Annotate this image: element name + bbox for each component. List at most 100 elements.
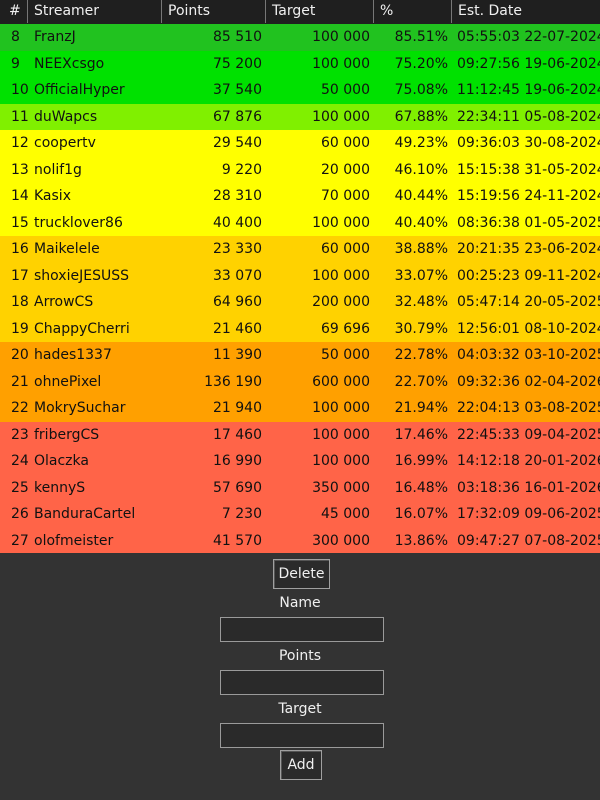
row-streamer: Kasix [34,188,71,204]
row-rank: 10 [11,82,29,98]
row-points: 11 390 [213,347,262,363]
table-row[interactable]: 27 olofmeister 41 570 300 000 13.86% 09:47:27… [0,527,600,554]
edit-form: Delete Name Points Target Add [0,553,600,800]
delete-button[interactable]: Delete [273,559,330,589]
row-target: 69 696 [321,320,370,337]
table-row[interactable]: 19 ChappyCherri 21 460 69 696 30.79% 12:56:01… [0,315,600,342]
row-target: 45 000 [321,506,370,522]
column-header-est-date[interactable]: Est. Date [458,3,522,19]
row-streamer: BanduraCartel [34,506,136,522]
row-streamer: hades1337 [34,347,112,363]
table-row[interactable]: 17 shoxieJESUSS 33 070 100 000 33.07% 00:25:2… [0,262,600,289]
row-points: 136 190 [204,373,262,390]
row-est-date: 11:12:45 19-06-2024 [457,82,600,98]
row-streamer: FranzJ [34,29,76,45]
row-target: 300 000 [312,532,370,549]
row-est-date: 08:36:38 01-05-2025 [457,214,600,231]
table-row[interactable]: 21 ohnePixel 136 190 600 000 22.70% 09:32:36 … [0,368,600,395]
column-header-points[interactable]: Points [162,0,266,23]
row-est-date: 09:32:36 02-04-2026 [457,373,600,390]
table-row[interactable]: 25 kennyS 57 690 350 000 16.48% 03:18:36 16-0… [0,474,600,501]
table-row[interactable]: 11 duWapcs 67 876 100 000 67.88% 22:34:11 05-… [0,103,600,130]
row-rank: 23 [11,426,29,443]
row-streamer: fribergCS [34,426,100,443]
row-streamer: ChappyCherri [34,320,130,337]
row-target: 60 000 [321,241,370,257]
row-percent: 22.78% [394,347,448,363]
row-est-date: 05:47:14 20-05-2025 [457,294,600,310]
row-percent: 16.07% [394,506,448,522]
row-est-date: 12:56:01 08-10-2024 [457,320,600,337]
row-percent: 30.79% [394,320,448,337]
row-target: 60 000 [321,135,370,151]
row-est-date: 04:03:32 03-10-2025 [457,347,600,363]
row-rank: 9 [11,55,20,72]
table-row[interactable]: 13 nolif1g 9 220 20 000 46.10% 15:15:38 31-05… [0,156,600,183]
row-streamer: duWapcs [34,108,98,125]
table-row[interactable]: 18 ArrowCS 64 960 200 000 32.48% 05:47:14 20-… [0,289,600,316]
row-est-date: 15:15:38 31-05-2024 [457,161,600,178]
row-rank: 11 [11,108,29,125]
row-rank: 20 [11,347,29,363]
row-est-date: 03:18:36 16-01-2026 [457,479,600,496]
row-rank: 17 [11,267,29,284]
row-target: 100 000 [312,214,370,231]
row-points: 29 540 [213,135,262,151]
row-points: 85 510 [213,29,262,45]
target-input[interactable] [220,723,384,748]
row-est-date: 15:19:56 24-11-2024 [457,188,600,204]
row-points: 23 330 [213,241,262,257]
table-header: # Streamer Points Target % Est. Date [0,0,600,24]
row-streamer: ArrowCS [34,294,94,310]
column-header-percent[interactable]: % [374,0,452,23]
row-points: 28 310 [213,188,262,204]
name-input[interactable] [220,617,384,642]
add-button[interactable]: Add [280,750,322,780]
table-row[interactable]: 26 BanduraCartel 7 230 45 000 16.07% 17:32:09… [0,501,600,528]
row-est-date: 14:12:18 20-01-2026 [457,453,600,469]
column-header-rank[interactable]: # [0,0,28,23]
row-streamer: coopertv [34,135,96,151]
row-percent: 32.48% [394,294,448,310]
table-row[interactable]: 8 FranzJ 85 510 100 000 85.51% 05:55:03 22-07… [0,24,600,51]
row-points: 67 876 [213,108,262,125]
table-row[interactable]: 10 OfficialHyper 37 540 50 000 75.08% 11:12:4… [0,77,600,104]
row-target: 350 000 [312,479,370,496]
row-streamer: kennyS [34,479,86,496]
row-target: 100 000 [312,29,370,45]
row-rank: 26 [11,506,29,522]
row-percent: 75.20% [394,55,448,72]
table-row[interactable]: 9 NEEXcsgo 75 200 100 000 75.20% 09:27:56 19-… [0,50,600,77]
row-rank: 22 [11,400,29,416]
row-target: 50 000 [321,82,370,98]
column-header-target[interactable]: Target [266,0,374,23]
row-points: 41 570 [213,532,262,549]
row-target: 20 000 [321,161,370,178]
row-streamer: Maikelele [34,241,100,257]
row-points: 64 960 [213,294,262,310]
table-row[interactable]: 20 hades1337 11 390 50 000 22.78% 04:03:32 03… [0,342,600,369]
table-row[interactable]: 14 Kasix 28 310 70 000 40.44% 15:19:56 24-11-… [0,183,600,210]
row-points: 33 070 [213,267,262,284]
row-target: 50 000 [321,347,370,363]
table-row[interactable]: 15 trucklover86 40 400 100 000 40.40% 08:36:3… [0,209,600,236]
row-est-date: 05:55:03 22-07-2024 [457,29,600,45]
row-rank: 12 [11,135,29,151]
row-target: 200 000 [312,294,370,310]
table-row[interactable]: 12 coopertv 29 540 60 000 49.23% 09:36:03 30-… [0,130,600,157]
column-header-streamer[interactable]: Streamer [28,0,162,23]
points-input[interactable] [220,670,384,695]
row-rank: 24 [11,453,29,469]
row-streamer: Olaczka [34,453,89,469]
row-est-date: 22:45:33 09-04-2025 [457,426,600,443]
table-row[interactable]: 23 fribergCS 17 460 100 000 17.46% 22:45:33 0… [0,421,600,448]
table-row[interactable]: 24 Olaczka 16 990 100 000 16.99% 14:12:18 20-… [0,448,600,475]
row-est-date: 09:36:03 30-08-2024 [457,135,600,151]
row-streamer: trucklover86 [34,214,123,231]
table-row[interactable]: 16 Maikelele 23 330 60 000 38.88% 20:21:35 23… [0,236,600,263]
row-est-date: 22:34:11 05-08-2024 [457,108,600,125]
table-row[interactable]: 22 MokrySuchar 21 940 100 000 21.94% 22:04:13… [0,395,600,422]
row-points: 17 460 [213,426,262,443]
row-est-date: 22:04:13 03-08-2025 [457,400,600,416]
row-target: 100 000 [312,267,370,284]
